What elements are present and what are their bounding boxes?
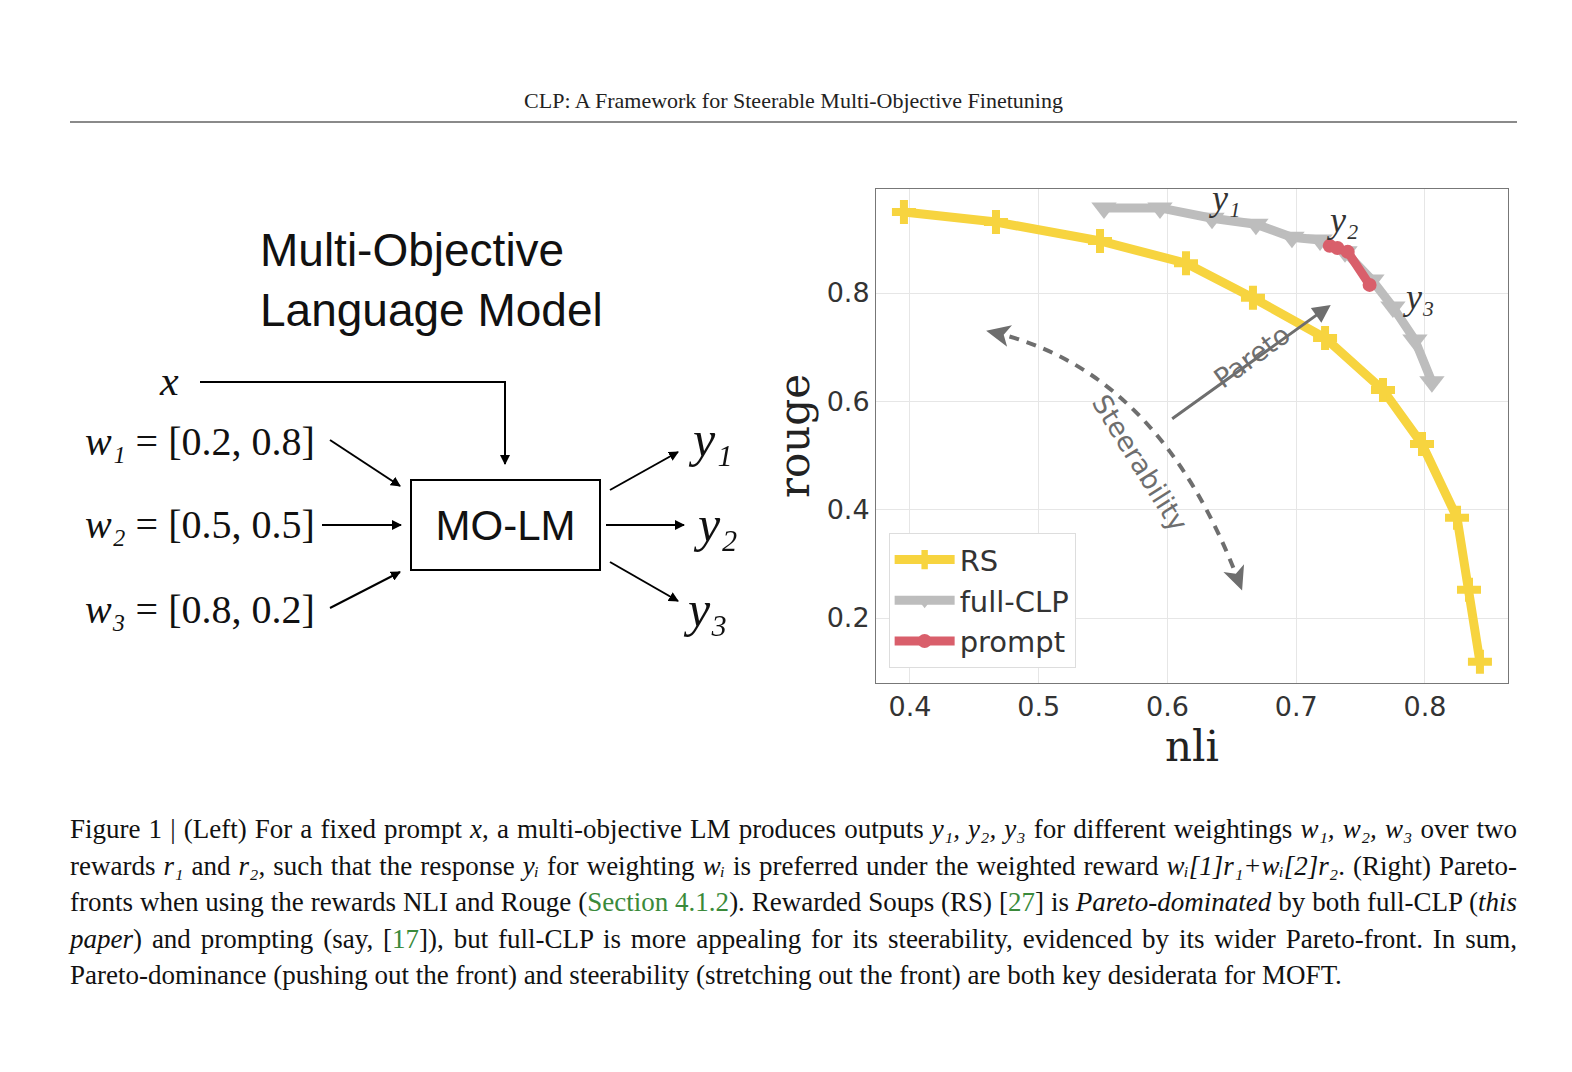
svg-text:0.6: 0.6 [827, 386, 870, 417]
svg-text:full-CLP: full-CLP [960, 585, 1069, 619]
html-text:CLP: A Framework for Steerable: CLP: A Framework for Steerable Multi-Obj… [524, 88, 1063, 113]
svg-text:rouge: rouge [770, 374, 819, 498]
svg-text:y₃: y₃ [1403, 277, 1435, 317]
svg-text:w₃ = [0.8, 0.2]: w₃ = [0.8, 0.2] [85, 587, 315, 632]
svg-text:0.2: 0.2 [827, 602, 870, 633]
svg-text:MO-LM: MO-LM [436, 502, 576, 549]
svg-text:y₂: y₂ [1327, 200, 1359, 240]
svg-text:RS: RS [960, 544, 999, 578]
svg-text:Language Model: Language Model [260, 284, 603, 336]
html-text:Figure 1 | (Left) For a fixed: Figure 1 | (Left) For a fixed prompt x, … [70, 814, 1517, 991]
svg-text:prompt: prompt [960, 625, 1065, 659]
svg-text:0.8: 0.8 [1403, 691, 1446, 722]
svg-text:Steerability: Steerability [1086, 389, 1194, 537]
svg-text:y₁: y₁ [1209, 180, 1241, 218]
svg-text:0.8: 0.8 [827, 277, 870, 308]
svg-text:0.5: 0.5 [1017, 691, 1060, 722]
svg-text:w₁ = [0.2, 0.8]: w₁ = [0.2, 0.8] [85, 419, 315, 464]
svg-text:0.4: 0.4 [889, 691, 932, 722]
svg-text:w₂ = [0.5, 0.5]: w₂ = [0.5, 0.5] [85, 502, 315, 547]
svg-text:y₁: y₁ [688, 411, 733, 467]
svg-text:0.7: 0.7 [1275, 691, 1318, 722]
svg-text:Multi-Objective: Multi-Objective [260, 224, 564, 276]
svg-text:x: x [159, 358, 179, 404]
svg-text:0.6: 0.6 [1146, 691, 1189, 722]
svg-text:Pareto: Pareto [1208, 319, 1296, 395]
svg-text:nli: nli [1165, 722, 1219, 771]
svg-text:y₃: y₃ [683, 581, 728, 637]
svg-text:0.4: 0.4 [827, 494, 870, 525]
svg-text:y₂: y₂ [693, 496, 738, 552]
